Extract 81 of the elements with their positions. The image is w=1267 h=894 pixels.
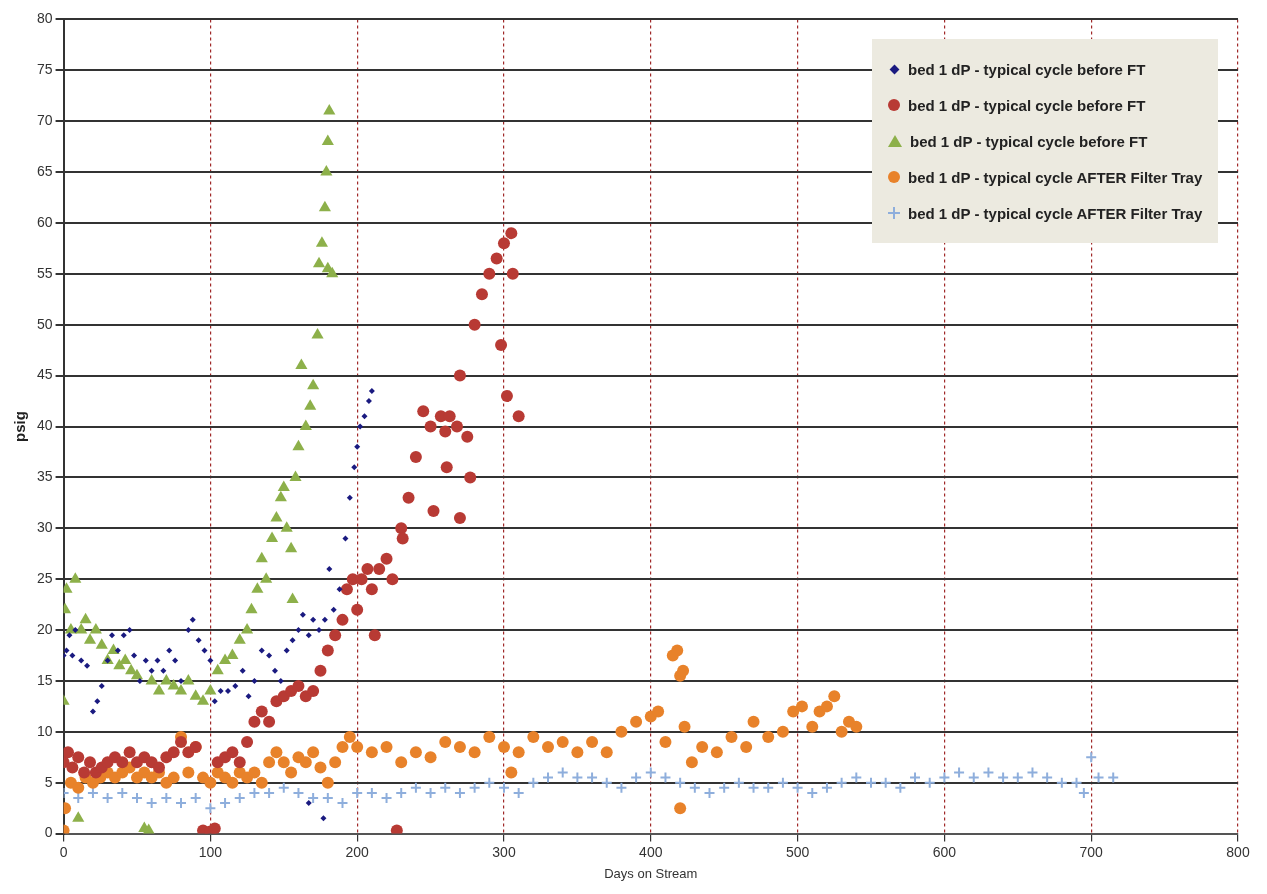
x-tick-label: 300 — [492, 843, 516, 860]
point — [211, 663, 224, 675]
point — [326, 266, 339, 278]
point — [152, 684, 166, 695]
point — [292, 439, 305, 451]
point — [280, 521, 293, 532]
point — [265, 531, 279, 542]
point — [189, 689, 202, 700]
point — [145, 673, 158, 685]
point — [315, 236, 329, 247]
y-tick-label: 5 — [44, 773, 53, 790]
y-tick-label: 10 — [36, 722, 53, 739]
point — [311, 327, 324, 339]
legend-label: bed 1 dP - typical cycle before FT — [908, 60, 1146, 78]
y-tick-label: 60 — [36, 213, 53, 230]
point — [312, 256, 326, 268]
legend-label: bed 1 dP - typical cycle before FT — [908, 96, 1146, 114]
point — [204, 684, 217, 695]
point — [260, 572, 273, 583]
point — [289, 470, 302, 481]
y-tick-label: 45 — [36, 366, 53, 383]
point — [119, 653, 132, 665]
point — [89, 623, 102, 634]
point — [285, 541, 298, 553]
point — [274, 490, 287, 502]
point — [295, 358, 308, 369]
point — [182, 673, 195, 685]
legend-label: bed 1 dP - typical cycle before FT — [910, 132, 1148, 150]
point — [270, 511, 283, 522]
x-tick-label: 200 — [345, 843, 370, 860]
point — [321, 134, 334, 146]
point — [75, 623, 88, 634]
x-tick-label: 100 — [198, 843, 223, 860]
point — [251, 582, 264, 593]
point — [277, 480, 290, 492]
x-tick-label: 600 — [932, 843, 957, 860]
y-tick-label: 75 — [36, 61, 53, 78]
point — [241, 623, 254, 634]
y-tick-label: 15 — [36, 671, 53, 688]
point — [286, 592, 299, 604]
point — [299, 419, 312, 430]
legend-label: bed 1 dP - typical cycle AFTER Filter Tray — [908, 204, 1203, 222]
y-tick-label: 35 — [36, 468, 53, 485]
point — [69, 572, 82, 583]
x-axis-title: Days on Stream — [604, 865, 698, 881]
point — [196, 694, 210, 705]
point — [226, 648, 239, 659]
point — [245, 602, 258, 614]
point — [307, 378, 320, 390]
point — [130, 668, 144, 680]
y-tick-label: 0 — [44, 824, 53, 841]
y-axis-title: psig — [11, 411, 29, 442]
y-tick-label: 30 — [36, 519, 53, 536]
x-tick-label: 800 — [1226, 843, 1250, 860]
point — [233, 633, 246, 644]
x-tick-label: 0 — [59, 843, 68, 860]
y-tick-label: 20 — [36, 620, 53, 637]
x-tick-label: 400 — [639, 843, 663, 860]
point — [72, 811, 85, 822]
y-tick-label: 40 — [36, 417, 53, 434]
point — [83, 633, 97, 644]
point — [320, 165, 333, 176]
point — [160, 673, 173, 685]
y-tick-label: 55 — [36, 264, 53, 281]
y-tick-label: 80 — [36, 10, 53, 27]
point — [218, 653, 232, 665]
legend-label: bed 1 dP - typical cycle AFTER Filter Tray — [908, 168, 1203, 186]
y-tick-label: 65 — [36, 162, 53, 179]
point — [95, 638, 108, 649]
x-tick-label: 500 — [785, 843, 810, 860]
y-tick-label: 50 — [36, 315, 53, 332]
point — [79, 612, 92, 624]
y-tick-label: 25 — [36, 570, 53, 587]
point — [174, 684, 188, 695]
point — [323, 104, 336, 115]
point — [167, 679, 180, 690]
point — [318, 200, 331, 212]
point — [255, 551, 268, 563]
x-tick-label: 700 — [1079, 843, 1104, 860]
y-tick-label: 70 — [36, 112, 53, 129]
point — [304, 399, 317, 410]
